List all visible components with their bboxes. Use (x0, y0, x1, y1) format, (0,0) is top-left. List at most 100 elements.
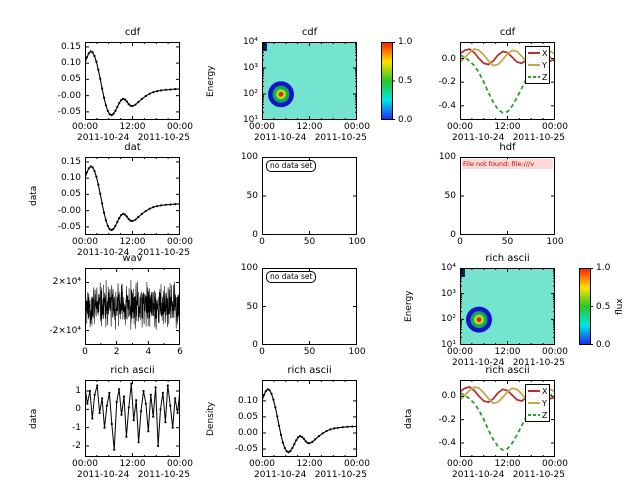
y-tick-label: 0.05 (237, 411, 258, 422)
x-tick-label: 12:00 (494, 347, 521, 357)
data-marker (297, 436, 300, 439)
data-marker (321, 432, 324, 435)
legend-item-x: X (526, 385, 549, 397)
x-axis-date-end: 2011-10-25 (314, 133, 367, 143)
data-marker (108, 391, 111, 394)
panel-title: rich ascii (287, 365, 332, 376)
x-tick-label: 00:00 (344, 122, 370, 132)
plot-area-empty-1[interactable] (262, 157, 357, 235)
panel-title: rich ascii (485, 365, 530, 376)
series-data (85, 383, 180, 450)
data-marker (276, 415, 279, 418)
x-tick-label: 00:00 (344, 459, 370, 469)
legend-label: Y (542, 60, 547, 70)
data-marker (308, 442, 311, 445)
panel-title: rich ascii (485, 253, 530, 264)
legend-item-z: Z (526, 71, 549, 83)
data-marker (174, 88, 177, 91)
data-marker (302, 437, 305, 440)
legend-label: X (542, 386, 548, 396)
plot-area-empty-2[interactable] (262, 268, 357, 345)
x-tick-label: 12:00 (494, 459, 521, 469)
data-marker (166, 384, 169, 387)
y-tick-label: 50 (444, 191, 456, 201)
data-marker (351, 425, 354, 428)
data-marker (266, 388, 269, 391)
plot-border (460, 380, 555, 457)
data-marker (114, 109, 117, 112)
y-tick-label: 0 (252, 230, 258, 240)
y-tick-label: -0.05 (234, 443, 258, 454)
x-tick-label: 00:00 (542, 122, 568, 132)
data-marker (115, 400, 118, 404)
y-tick-label: 10² (440, 314, 456, 325)
data-marker (149, 393, 152, 396)
data-marker (134, 218, 137, 221)
data-marker (101, 202, 104, 205)
data-marker (106, 224, 109, 227)
plot-area-wav-line[interactable] (85, 268, 180, 345)
data-marker (87, 167, 90, 170)
data-marker (112, 227, 115, 230)
y-tick-label: -0.4 (438, 437, 456, 448)
x-tick-label: 12:00 (494, 122, 521, 132)
data-marker (99, 192, 102, 195)
data-marker (291, 446, 294, 450)
y-tick-label: -0.00 (57, 205, 81, 216)
x-axis-date-end: 2011-10-25 (512, 133, 565, 143)
data-marker (341, 426, 344, 429)
colorbar-cdf-spectrogram[interactable] (381, 42, 395, 120)
y-tick-label: 0.15 (60, 156, 81, 167)
data-marker (281, 441, 284, 444)
data-marker (144, 209, 147, 213)
x-axis-date-start: 2011-10-24 (77, 470, 130, 480)
y-tick-label: 50 (246, 301, 258, 312)
data-marker (127, 406, 130, 409)
data-marker (164, 88, 167, 91)
plot-area-richascii-spectrogram[interactable] (460, 268, 555, 345)
legend-line-sample (528, 390, 540, 392)
panel-title: cdf (301, 27, 318, 38)
data-marker (101, 397, 104, 400)
plot-area-richascii-series[interactable] (85, 380, 180, 457)
data-marker (333, 427, 336, 430)
x-tick-label: 100 (348, 237, 366, 247)
plot-area-cdf-line[interactable] (85, 42, 180, 120)
data-marker (152, 206, 155, 209)
data-marker (147, 430, 150, 433)
y-tick-label: 10¹ (242, 115, 258, 125)
data-marker (140, 212, 144, 215)
colorbar-richascii-spectrogram[interactable] (579, 268, 593, 345)
legend-item-y: Y (526, 59, 549, 71)
colorbar-tick-label: 0.0 (398, 115, 413, 125)
data-marker (118, 388, 121, 391)
data-marker (91, 417, 94, 420)
data-marker (113, 448, 116, 451)
plot-area-richascii-density[interactable] (262, 380, 357, 457)
data-marker (102, 211, 106, 214)
panel-title: dat (124, 142, 141, 153)
data-marker (164, 421, 167, 424)
plot-area-cdf-spectrogram[interactable] (262, 42, 357, 120)
data-marker (137, 441, 140, 444)
plot-border (460, 157, 555, 235)
data-marker (274, 406, 277, 409)
plot-border (262, 42, 357, 120)
data-marker (134, 103, 137, 106)
plot-area-dat-line[interactable] (85, 157, 180, 235)
data-marker (325, 429, 328, 433)
data-marker (174, 203, 177, 206)
data-marker (112, 112, 115, 115)
x-axis-date-start: 2011-10-24 (452, 133, 505, 143)
plot-border (460, 42, 555, 120)
x-tick-label: 4 (145, 347, 152, 357)
legend-item-z: Z (526, 409, 549, 421)
data-marker (169, 203, 172, 206)
x-tick-label: 0 (259, 237, 265, 247)
y-axis-label: Energy (206, 65, 216, 97)
data-marker (97, 183, 100, 186)
legend-line-sample (528, 64, 540, 66)
